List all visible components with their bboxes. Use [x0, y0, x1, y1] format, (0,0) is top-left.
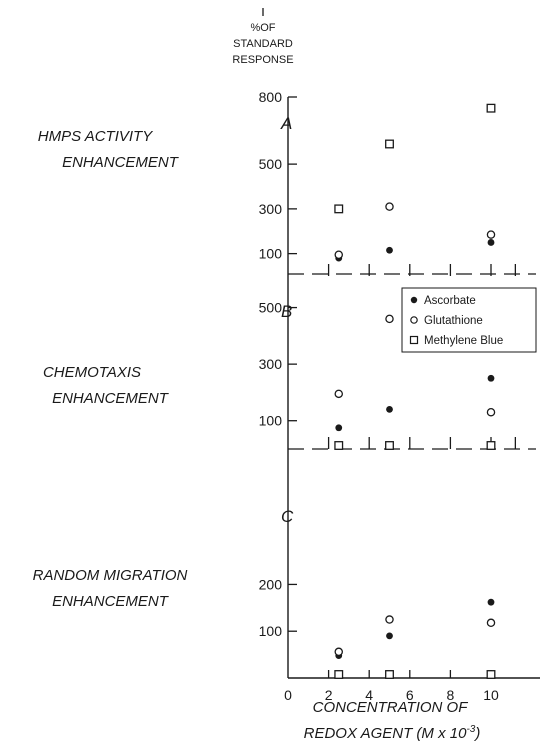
x-tick-label-4: 4: [365, 687, 373, 703]
y-tick-label-c-200: 200: [259, 576, 283, 592]
point-b-methylene-blue-2: [486, 441, 496, 450]
point-c-methylene-blue-2: [486, 670, 496, 679]
point-b-ascorbate-0: [335, 424, 343, 432]
y-tick-label-c-100: 100: [259, 623, 283, 639]
legend-label-methylene-blue: Methylene Blue: [424, 335, 503, 347]
row-label-b-line-1: CHEMOTAXIS: [43, 364, 141, 381]
point-b-methylene-blue-1: [385, 441, 394, 450]
point-a-glutathione-1: [385, 202, 394, 211]
x-tick-label-0: 0: [284, 687, 292, 703]
y-tick-label-b-300: 300: [259, 356, 283, 372]
row-label-c-line-1: RANDOM MIGRATION: [33, 567, 188, 584]
y-tick-label-a-100: 100: [259, 246, 283, 262]
x-axis-title-line-1: CONCENTRATION OF: [313, 699, 469, 716]
row-label-b: CHEMOTAXIS ENHANCEMENT: [43, 364, 170, 407]
header-line-2: STANDARD: [233, 38, 293, 50]
point-c-ascorbate-1: [386, 632, 393, 640]
y-header: %OF STANDARD RESPONSE: [232, 8, 294, 66]
x-tick-label-2: 2: [325, 687, 333, 703]
legend-marker-ascorbate: [410, 296, 418, 304]
chart-marks: 100 300 500 800 100 300 500 100 200 0 2 4 6 8 10: [259, 89, 517, 703]
point-c-methylene-blue-0: [334, 670, 344, 679]
legend-marker-methylene-blue: [409, 335, 419, 345]
row-label-c: RANDOM MIGRATION ENHANCEMENT: [33, 567, 188, 610]
point-c-glutathione-0: [334, 647, 343, 657]
legend-marker-glutathione: [410, 316, 418, 324]
row-label-a-line-2: ENHANCEMENT: [62, 154, 180, 171]
header-line-1: %OF: [250, 22, 275, 34]
panel-letter-a: A: [280, 114, 292, 133]
point-b-ascorbate-2: [487, 374, 495, 382]
point-a-glutathione-0: [334, 250, 343, 259]
row-label-c-line-2: ENHANCEMENT: [52, 593, 170, 610]
y-tick-label-a-800: 800: [259, 89, 283, 105]
point-c-glutathione-1: [385, 615, 394, 624]
x-axis-title-line-2: REDOX AGENT (M x 10-3): [304, 724, 481, 742]
point-c-methylene-blue-1: [385, 670, 394, 679]
point-c-ascorbate-2: [487, 598, 495, 606]
row-label-b-line-2: ENHANCEMENT: [52, 390, 170, 407]
y-tick-label-a-500: 500: [259, 156, 283, 172]
legend-label-ascorbate: Ascorbate: [424, 295, 476, 307]
x-axis-title-text: REDOX AGENT (M x 10: [304, 725, 467, 742]
point-a-ascorbate-1: [386, 246, 393, 254]
point-b-glutathione-1: [385, 314, 394, 324]
panel-letter-c: C: [281, 507, 294, 526]
x-axis-title: CONCENTRATION OF REDOX AGENT (M x 10-3): [304, 699, 481, 742]
x-tick-label-10: 10: [483, 687, 499, 703]
x-axis-title-close: ): [473, 725, 480, 742]
point-b-methylene-blue-0: [334, 441, 344, 450]
y-tick-label-b-500: 500: [259, 300, 283, 316]
point-a-methylene-blue-1: [385, 139, 394, 149]
point-b-ascorbate-1: [386, 406, 393, 413]
x-tick-label-8: 8: [447, 687, 455, 703]
x-axis-title-exponent: -3: [466, 724, 475, 735]
x-tick-label-6: 6: [406, 687, 414, 703]
y-tick-label-a-300: 300: [259, 201, 283, 217]
point-b-glutathione-0: [334, 389, 343, 399]
y-tick-label-b-100: 100: [259, 413, 283, 429]
legend-label-glutathione: Glutathione: [424, 315, 483, 327]
point-c-glutathione-2: [486, 618, 496, 628]
point-b-glutathione-2: [486, 407, 496, 417]
point-a-ascorbate-2: [487, 239, 495, 246]
row-label-a: HMPS ACTIVITY ENHANCEMENT: [38, 128, 180, 171]
header-line-3: RESPONSE: [232, 54, 293, 66]
row-label-a-line-1: HMPS ACTIVITY: [38, 128, 153, 145]
legend: Ascorbate Glutathione Methylene Blue: [401, 287, 537, 353]
point-a-glutathione-2: [486, 230, 496, 239]
point-a-methylene-blue-2: [486, 103, 496, 113]
point-a-methylene-blue-0: [334, 204, 344, 214]
panel-letter-b: B: [281, 302, 292, 321]
